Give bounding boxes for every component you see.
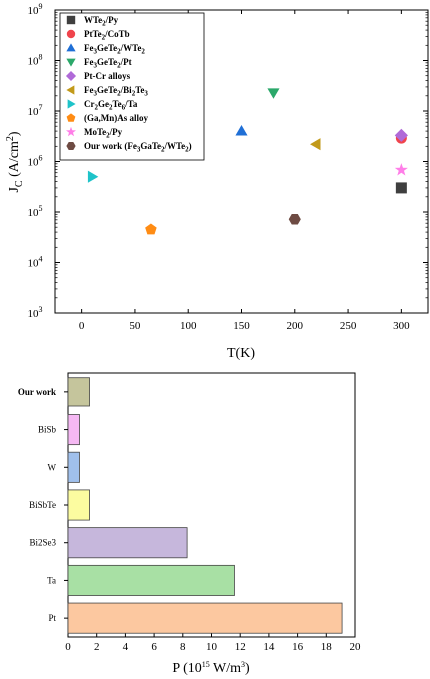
y-tick-label: 108 (28, 53, 43, 68)
legend-label: Pt-Cr alloys (84, 71, 131, 81)
y-tick-label: 105 (28, 204, 43, 219)
bar (67, 527, 188, 559)
bar-x-tick-label: 14 (263, 641, 275, 653)
data-point (394, 128, 408, 142)
bar-category-label: BiSb (38, 425, 57, 435)
legend-label: (Ga,Mn)As alloy (84, 113, 148, 123)
legend-label: Fe3GeTe2/Bi2Te3 (84, 85, 148, 98)
legend-label: PtTe2/CoTb (84, 29, 130, 42)
data-point (394, 163, 408, 176)
legend-marker (66, 141, 76, 151)
legend-marker (66, 43, 76, 52)
data-point (288, 213, 301, 225)
legend-label: Fe3GeTe2/Pt (84, 57, 132, 70)
y-tick-label: 107 (28, 103, 43, 118)
scatter-y-ticks: 103 104 105 106 107 108 109 (28, 2, 428, 320)
legend-frame (59, 12, 205, 161)
y-tick-label: 103 (28, 305, 43, 320)
y-label-main: J (7, 187, 22, 193)
legend-marker (66, 85, 75, 95)
bar-x-tick-label: 4 (123, 641, 129, 653)
bar-x-label-unit: W/m (210, 661, 241, 676)
scatter-y-axis-label: JC (A/cm2) (5, 131, 25, 192)
x-tick-label: 0 (79, 320, 85, 332)
legend-marker (66, 29, 76, 39)
y-label-sub: C (14, 180, 25, 187)
bar-plot-frame (67, 372, 356, 638)
x-tick-label: 200 (287, 320, 304, 332)
bar-x-label-sup2: 3 (241, 660, 245, 669)
bar-x-tick-label: 6 (151, 641, 157, 653)
data-point (267, 88, 280, 99)
legend-entries: WTe2/PyPtTe2/CoTbFe3GeTe2/WTe2Fe3GeTe2/P… (65, 15, 192, 154)
scatter-x-ticks: 0 50 100 150 200 250 300 (79, 10, 410, 332)
bars (67, 377, 343, 634)
data-point (235, 125, 248, 136)
legend-marker (66, 58, 76, 67)
x-tick-label: 100 (180, 320, 197, 332)
data-point (395, 182, 407, 194)
bar-category-labels: Our work BiSb W BiSbTe Bi2Se3 Ta Pt (18, 387, 68, 623)
bar (67, 451, 80, 483)
bar-x-tick-label: 8 (180, 641, 186, 653)
bar-x-tick-label: 20 (350, 641, 362, 653)
legend-marker (66, 126, 76, 137)
y-label-unit-end: ) (7, 131, 22, 136)
scatter-x-axis-label: T(K) (227, 346, 255, 361)
legend-label: Cr2Ge2Te6/Ta (84, 99, 138, 112)
legend-label: MoTe2/Py (84, 127, 123, 140)
bar (67, 489, 90, 521)
scatter-chart: 0 50 100 150 200 250 300 103 104 105 106 107 108 109… (5, 2, 429, 361)
bar-chart: 0 2 4 6 8 10 12 14 16 18 20 Our work BiSb W BiSbTe Bi2… (18, 372, 361, 676)
bar (67, 602, 343, 634)
bar (67, 564, 235, 596)
legend-marker (65, 70, 77, 82)
bar-x-tick-label: 18 (321, 641, 333, 653)
bar-x-label-close: ) (245, 661, 250, 676)
legend-marker (66, 113, 76, 122)
x-tick-label: 300 (393, 320, 410, 332)
x-tick-label: 150 (233, 320, 250, 332)
bar-category-label: Ta (47, 575, 56, 585)
data-point (87, 170, 99, 183)
bar-category-label: W (48, 462, 57, 472)
bar-x-ticks: 0 2 4 6 8 10 12 14 16 18 20 (65, 633, 361, 653)
scatter-points (87, 88, 408, 235)
legend-label: WTe2/Py (84, 15, 119, 28)
data-point (145, 223, 157, 235)
bar-category-label: Pt (48, 613, 56, 623)
bar-category-label: Our work (18, 387, 56, 397)
bar (67, 414, 80, 446)
legend-label: Fe3GeTe2/WTe2 (84, 43, 145, 56)
y-label-unit: (A/cm (7, 141, 22, 180)
y-label-unit-sup: 2 (5, 136, 16, 141)
bar-x-tick-label: 12 (235, 641, 246, 653)
bar-category-label: Bi2Se3 (29, 538, 56, 548)
y-tick-label: 106 (28, 154, 43, 169)
bar-x-tick-label: 16 (292, 641, 304, 653)
bar-x-tick-label: 10 (206, 641, 218, 653)
x-tick-label: 250 (340, 320, 357, 332)
bar-x-axis-label: P (1015 W/m3) (172, 660, 250, 676)
bar-x-label-sup: 15 (202, 660, 210, 669)
legend-marker (67, 99, 76, 109)
scatter-legend: WTe2/PyPtTe2/CoTbFe3GeTe2/WTe2Fe3GeTe2/P… (59, 12, 205, 161)
legend-label: Our work (Fe3GaTe2/WTe2) (84, 141, 192, 154)
bar (67, 377, 90, 407)
bar-category-label: BiSbTe (29, 500, 56, 510)
bar-x-tick-label: 0 (65, 641, 71, 653)
y-tick-label: 109 (28, 2, 43, 17)
bar-x-label-main: P (10 (172, 661, 201, 676)
data-point (310, 138, 321, 151)
bar-x-tick-label: 2 (94, 641, 100, 653)
legend-marker (66, 15, 76, 25)
y-tick-label: 104 (28, 255, 43, 270)
x-tick-label: 50 (129, 320, 141, 332)
